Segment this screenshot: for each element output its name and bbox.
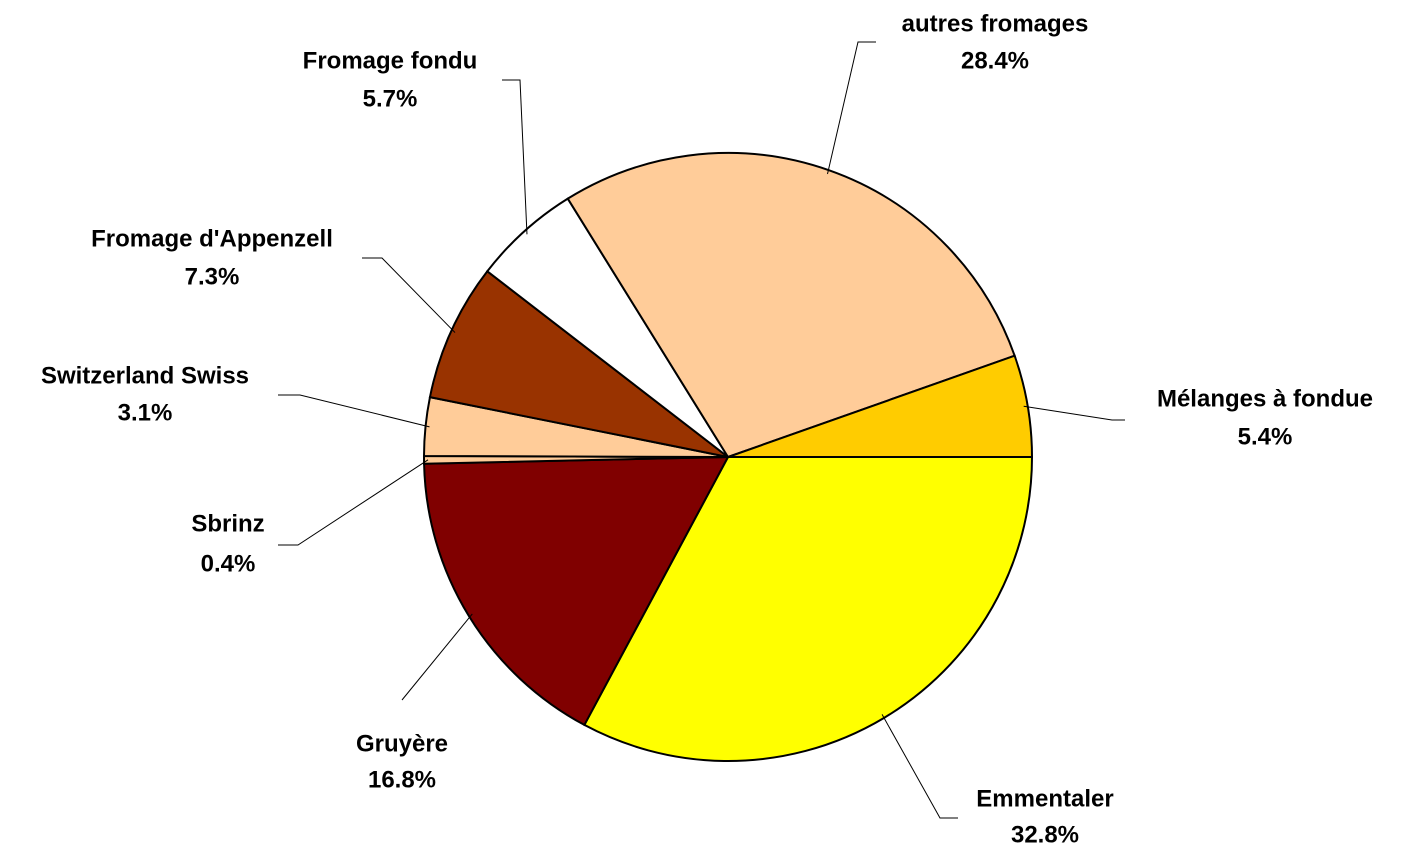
slice-value-label: 32.8% <box>1011 821 1079 848</box>
leader-line <box>401 613 473 701</box>
slice-value-label: 3.1% <box>118 399 173 426</box>
slice-label: Mélanges à fondue <box>1157 385 1373 412</box>
leader-line <box>362 257 456 333</box>
slice-label: Gruyère <box>356 730 448 757</box>
pie-slice <box>727 354 1034 458</box>
slice-value-label: 5.4% <box>1238 423 1293 450</box>
slice-label: Fromage fondu <box>303 47 478 74</box>
slice-value-label: 5.7% <box>363 85 418 112</box>
pie-slice <box>428 269 729 458</box>
slice-label: Switzerland Swiss <box>41 362 249 389</box>
leader-line <box>502 79 528 235</box>
leader-line <box>881 714 958 819</box>
slice-label: Emmentaler <box>976 785 1113 812</box>
leader-line <box>278 394 430 428</box>
slice-value-label: 28.4% <box>961 47 1029 74</box>
pie-slice <box>423 455 730 727</box>
leader-line <box>1023 405 1125 421</box>
slice-label: autres fromages <box>902 10 1089 37</box>
slice-value-label: 0.4% <box>201 550 256 577</box>
leader-line <box>827 41 876 175</box>
slice-label: Sbrinz <box>191 510 264 537</box>
slice-label: Fromage d'Appenzell <box>91 225 333 252</box>
slice-value-label: 16.8% <box>368 766 436 793</box>
leader-line <box>278 459 429 546</box>
slice-value-label: 7.3% <box>185 263 240 290</box>
